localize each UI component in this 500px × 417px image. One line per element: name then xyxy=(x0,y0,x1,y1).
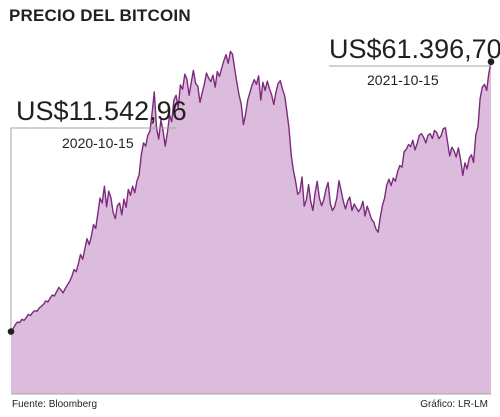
chart-title: PRECIO DEL BITCOIN xyxy=(9,6,191,25)
plot-area xyxy=(7,50,495,395)
credit-note: Gráfico: LR-LM xyxy=(420,399,488,410)
start-leader-line xyxy=(10,127,176,332)
start-point-marker xyxy=(7,328,15,335)
start-price-label: US$11.542,96 xyxy=(16,96,187,126)
end-date-label: 2021-10-15 xyxy=(367,72,439,88)
start-date-label: 2020-10-15 xyxy=(62,135,134,151)
end-price-label: US$61.396,70 xyxy=(329,34,500,64)
source-note: Fuente: Bloomberg xyxy=(12,399,98,410)
end-point-marker xyxy=(487,58,495,66)
price-area xyxy=(11,51,491,395)
price-line xyxy=(10,50,492,332)
